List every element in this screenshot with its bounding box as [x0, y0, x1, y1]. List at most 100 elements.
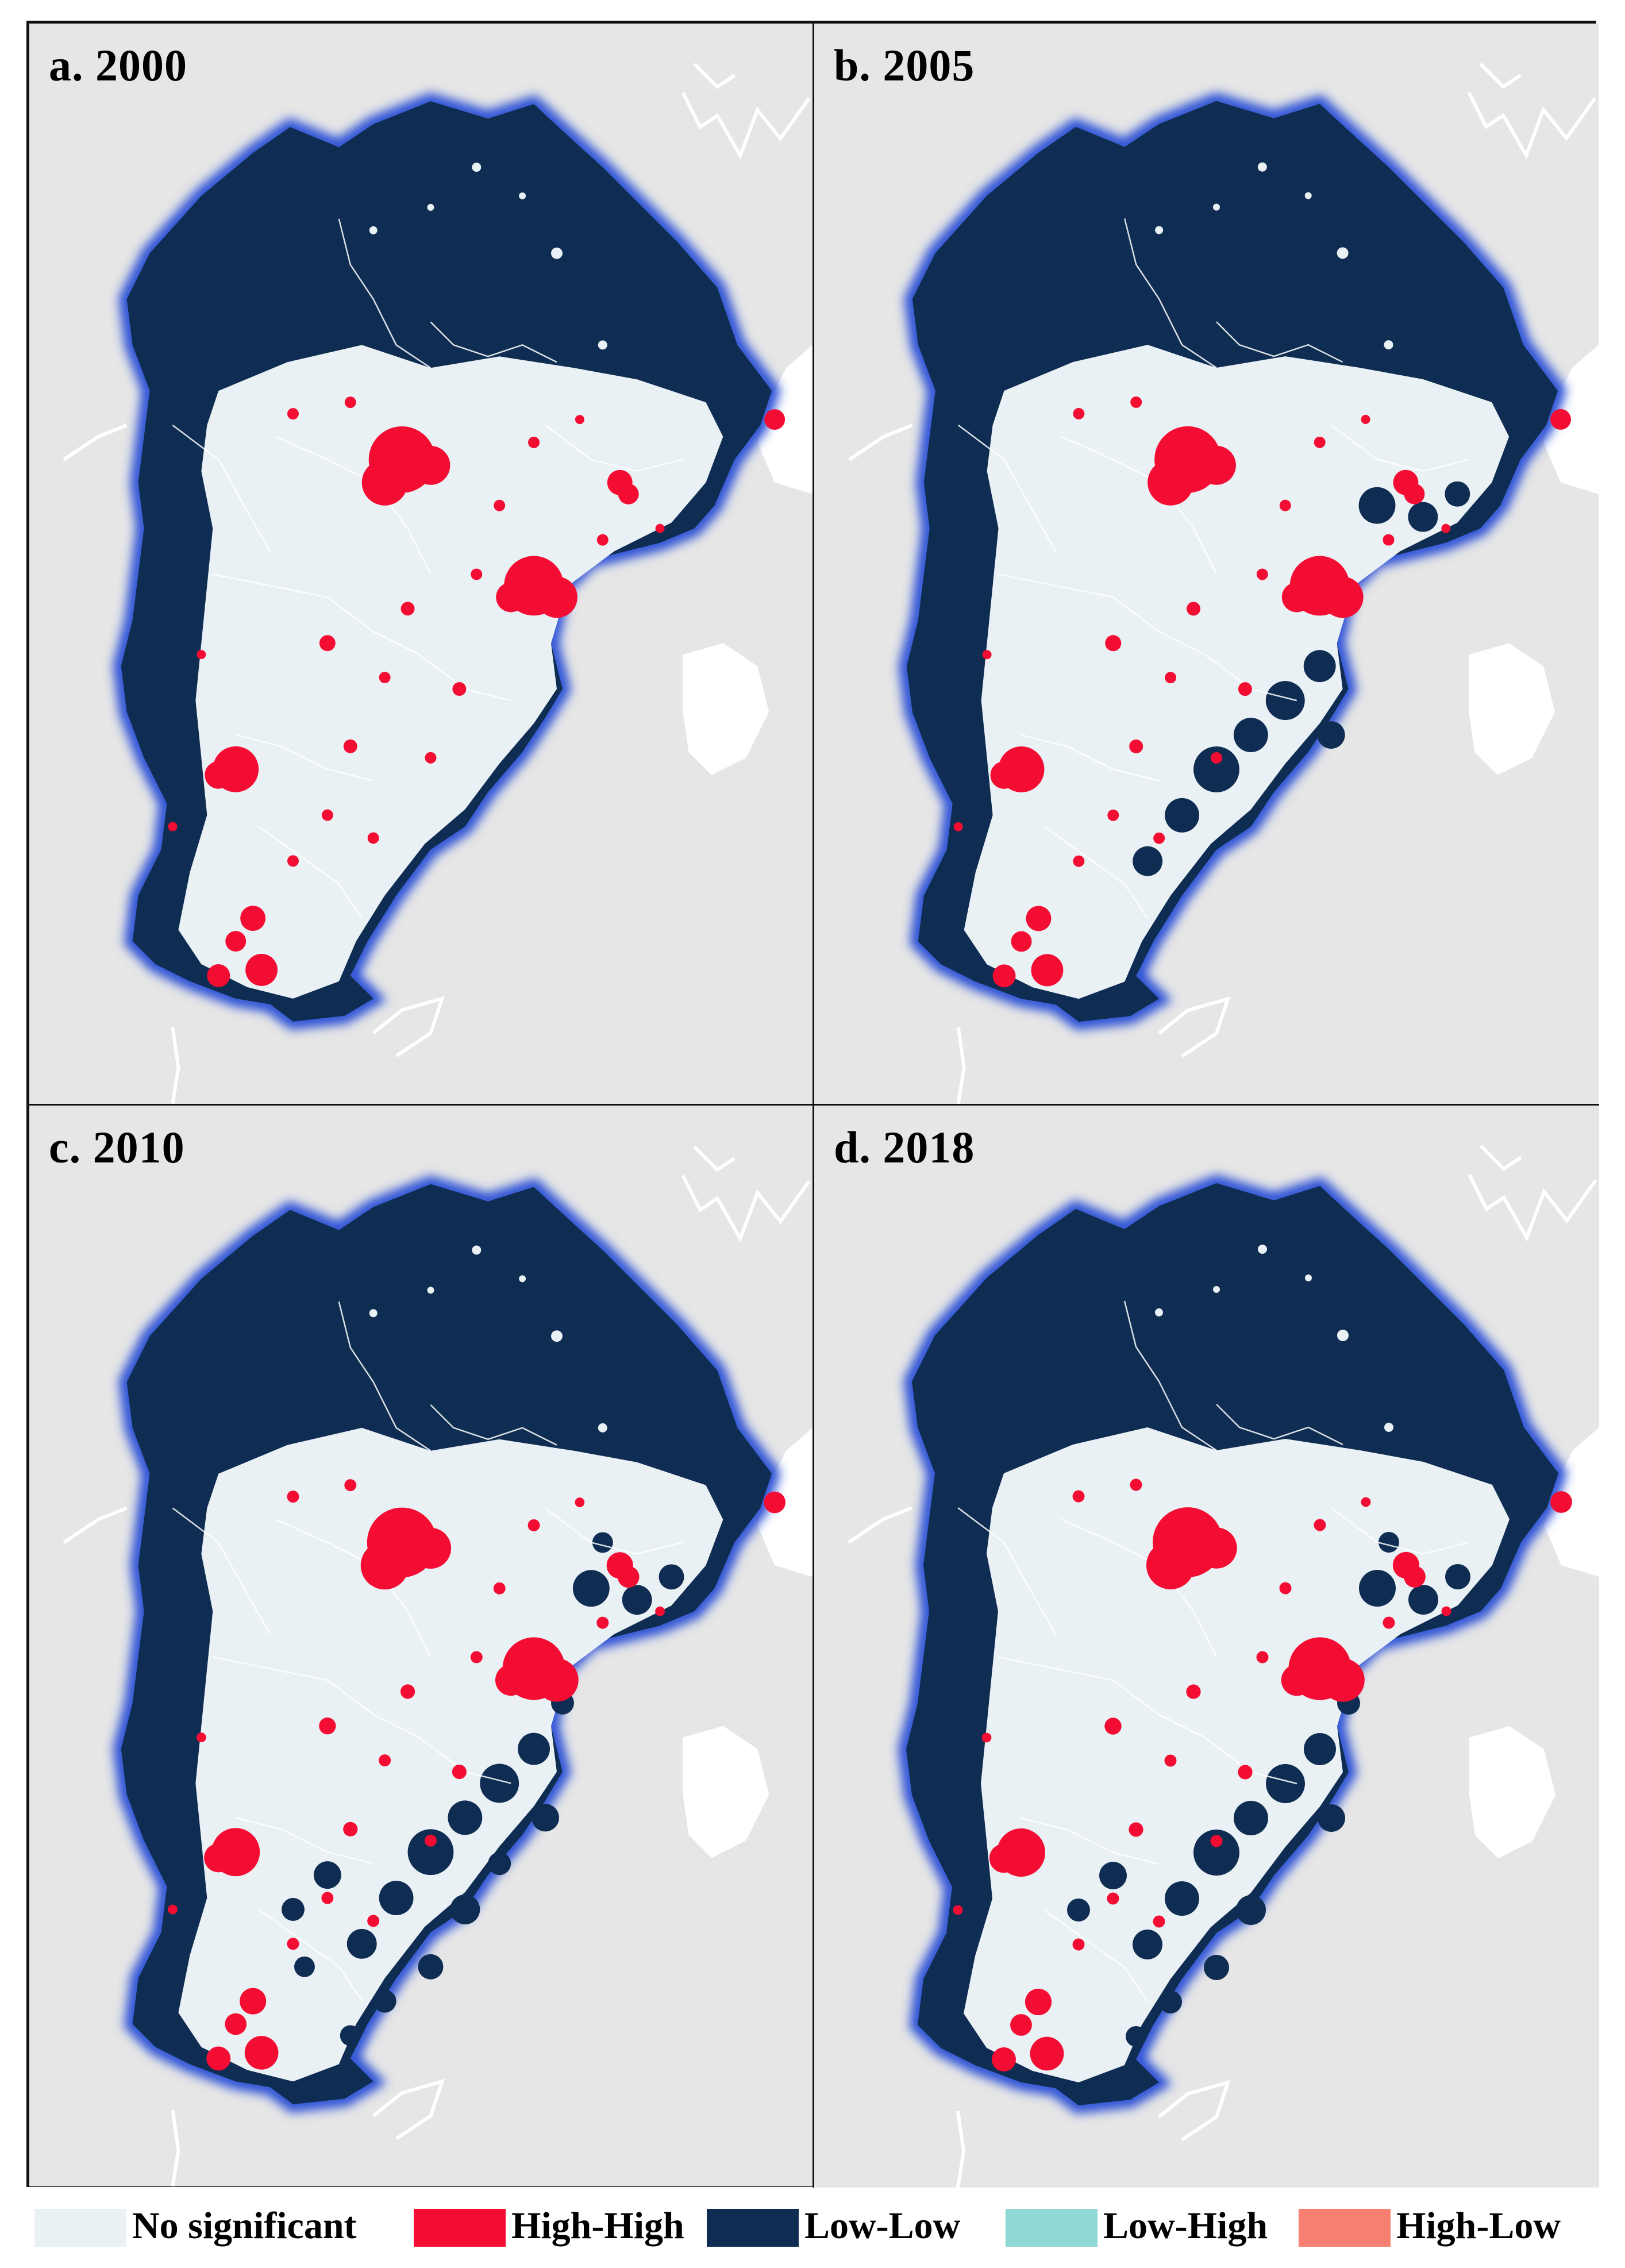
high-high-cluster	[953, 1905, 963, 1915]
high-high-cluster	[225, 931, 247, 952]
not-significant-patch	[1384, 1423, 1393, 1432]
high-high-cluster	[992, 964, 1016, 988]
not-significant-patch	[551, 1330, 563, 1342]
low-low-cluster	[480, 1763, 519, 1803]
not-significant-patch	[598, 1423, 607, 1433]
legend-label: High-High	[511, 2205, 684, 2247]
high-high-cluster	[225, 2013, 247, 2035]
high-high-cluster	[1210, 752, 1222, 764]
admin-boundary	[172, 425, 271, 552]
high-high-cluster	[1196, 1527, 1237, 1569]
high-high-cluster	[1030, 2036, 1064, 2071]
high-high-cluster	[1186, 1684, 1201, 1699]
high-high-cluster	[287, 1491, 299, 1503]
high-high-cluster	[1129, 740, 1143, 753]
low-low-cluster	[1408, 502, 1438, 532]
low-low-cluster	[1233, 718, 1268, 752]
low-low-cluster	[1359, 1570, 1396, 1607]
low-low-cluster	[450, 1895, 480, 1924]
admin-boundary	[258, 1908, 363, 2002]
external-boundary	[681, 91, 811, 160]
high-high-cluster	[1107, 809, 1119, 821]
admin-boundary	[235, 734, 373, 781]
high-high-cluster	[367, 832, 379, 844]
high-high-cluster	[1256, 1651, 1269, 1664]
not-significant-patch	[1305, 1274, 1312, 1281]
map-2005	[815, 24, 1599, 1104]
high-high-cluster	[1322, 576, 1364, 618]
panel-title: a. 2000	[49, 40, 187, 90]
high-high-cluster	[245, 954, 278, 986]
legend-label: High-Low	[1396, 2205, 1561, 2247]
not-significant-patch	[1257, 162, 1267, 172]
low-low-cluster	[448, 1800, 483, 1835]
low-low-cluster	[418, 1954, 444, 1980]
high-high-cluster	[470, 1651, 483, 1664]
low-low-cluster	[488, 1852, 511, 1876]
low-low-cluster	[1378, 1532, 1399, 1553]
high-high-cluster	[319, 635, 336, 652]
admin-boundary	[235, 1817, 373, 1865]
high-high-cluster	[204, 1843, 233, 1873]
high-high-cluster	[655, 1606, 665, 1616]
high-high-cluster	[1238, 1765, 1253, 1780]
low-low-cluster	[518, 1732, 550, 1765]
high-high-cluster	[982, 650, 992, 660]
admin-boundary	[1043, 1909, 1149, 2003]
low-low-cluster	[346, 1928, 377, 1959]
low-low-cluster	[1099, 1862, 1127, 1889]
high-high-cluster	[1279, 1582, 1292, 1595]
high-high-cluster	[990, 761, 1018, 789]
low-low-cluster	[1445, 481, 1470, 507]
legend-label: Low-High	[1103, 2205, 1268, 2247]
high-high-cluster	[319, 1718, 336, 1735]
not-significant-patch	[427, 203, 434, 211]
admin-boundary	[172, 1507, 271, 1635]
high-high-cluster	[196, 1732, 206, 1743]
high-high-cluster	[1238, 682, 1252, 696]
sea-area	[1469, 1726, 1555, 1858]
high-high-cluster	[596, 534, 609, 546]
high-high-cluster	[495, 1664, 527, 1696]
high-high-cluster	[360, 1541, 409, 1590]
low-low-cluster	[572, 1570, 610, 1607]
admin-boundary	[998, 573, 1206, 656]
high-high-cluster	[344, 396, 356, 409]
not-significant-patch	[427, 1287, 434, 1294]
high-high-cluster	[1073, 407, 1085, 419]
not-significant-patch	[1304, 192, 1312, 199]
external-boundary	[63, 1506, 128, 1544]
low-low-cluster	[379, 1881, 414, 1915]
high-high-cluster	[1164, 1754, 1177, 1767]
high-high-cluster	[536, 576, 577, 618]
high-high-cluster	[1550, 1491, 1572, 1513]
high-high-cluster	[496, 582, 526, 613]
admin-boundary	[430, 321, 557, 363]
high-high-cluster	[240, 906, 266, 931]
high-high-cluster	[1104, 1718, 1122, 1735]
admin-boundary	[545, 1507, 683, 1555]
high-high-cluster	[1404, 483, 1425, 505]
high-high-cluster	[168, 822, 178, 831]
legend-label: No significant	[132, 2205, 357, 2247]
high-high-cluster	[287, 1938, 299, 1950]
external-boundary	[171, 2109, 180, 2187]
high-high-cluster	[197, 650, 206, 660]
not-significant-patch	[472, 163, 482, 172]
external-boundary	[372, 996, 445, 1058]
high-high-cluster	[1130, 396, 1142, 408]
not-significant-patch	[369, 226, 378, 234]
high-high-cluster	[618, 483, 639, 505]
high-high-cluster	[1256, 568, 1268, 580]
map-panel-2018: d. 2018	[814, 1106, 1599, 2188]
high-high-cluster	[205, 761, 233, 789]
low-low-cluster	[1408, 1585, 1438, 1615]
high-high-cluster	[287, 855, 299, 867]
low-low-cluster	[1159, 1990, 1182, 2013]
admin-boundary	[430, 1404, 557, 1446]
high-high-cluster	[655, 523, 665, 533]
map-grid: a. 2000 b. 2005 c. 2010 d. 2018	[26, 21, 1599, 2188]
high-high-cluster	[1210, 1835, 1223, 1847]
low-low-cluster	[1265, 681, 1305, 721]
low-low-cluster	[340, 2025, 361, 2046]
